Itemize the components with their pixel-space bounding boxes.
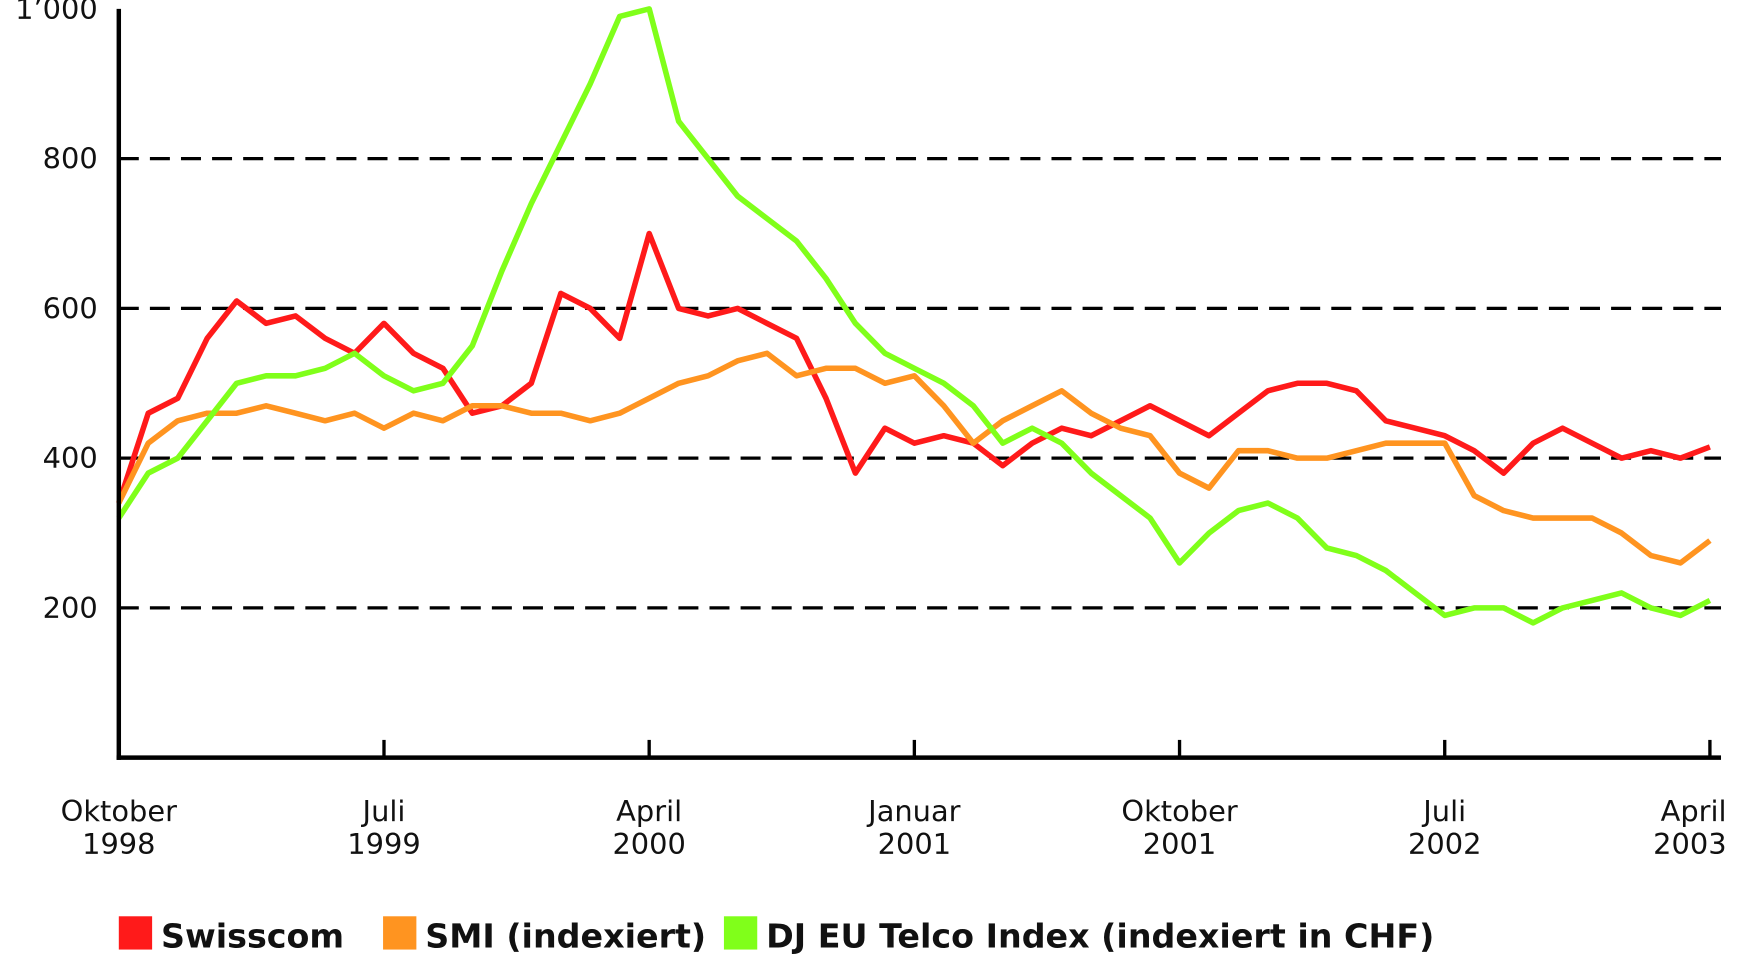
series-line bbox=[116, 350, 1712, 566]
x-tick-label: Oktober bbox=[61, 794, 177, 828]
x-tick-label: Oktober bbox=[1121, 794, 1237, 828]
legend-swatch bbox=[383, 916, 417, 950]
x-tick-label: 2001 bbox=[878, 827, 951, 861]
series-line bbox=[116, 230, 1711, 504]
x-tick-label: 2003 bbox=[1653, 827, 1726, 861]
legend-swatch bbox=[723, 916, 758, 950]
x-tick-label: 2000 bbox=[612, 827, 685, 861]
legend-label: SMI (indexiert) bbox=[425, 916, 706, 954]
series-line bbox=[116, 6, 1712, 626]
x-tick-label: April bbox=[616, 794, 682, 828]
x-tick-label: Juli bbox=[361, 794, 406, 828]
legend-swatch bbox=[118, 916, 153, 950]
x-tick-label: Juli bbox=[1421, 794, 1466, 828]
x-tick-label: 1998 bbox=[82, 827, 155, 861]
x-tick-label: 1999 bbox=[347, 827, 420, 861]
y-tick-label: 1’000 bbox=[15, 0, 98, 26]
x-tick-label: 2002 bbox=[1408, 827, 1481, 861]
legend-label: DJ EU Telco Index (indexiert in CHF) bbox=[766, 916, 1434, 954]
y-tick-label: 600 bbox=[43, 291, 98, 325]
y-tick-label: 200 bbox=[43, 591, 98, 625]
x-tick-label: 2001 bbox=[1143, 827, 1216, 861]
x-tick-label: April bbox=[1661, 794, 1727, 828]
y-tick-label: 800 bbox=[43, 142, 98, 176]
y-tick-label: 400 bbox=[43, 441, 98, 475]
legend-label: Swisscom bbox=[161, 916, 344, 954]
x-tick-label: Januar bbox=[866, 794, 960, 828]
